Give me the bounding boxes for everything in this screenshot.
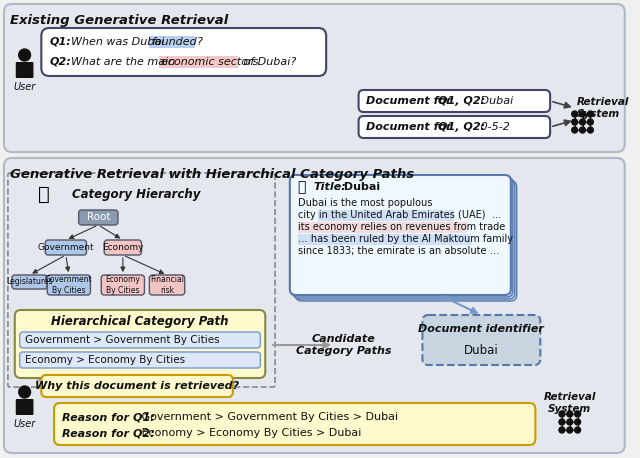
FancyBboxPatch shape [296,181,516,301]
Text: Government > Government By Cities > Dubai: Government > Government By Cities > Duba… [138,412,397,422]
FancyArrowPatch shape [36,312,50,380]
Text: of Dubai?: of Dubai? [240,57,296,67]
FancyBboxPatch shape [422,315,540,365]
FancyBboxPatch shape [20,332,260,348]
Circle shape [19,49,31,61]
Circle shape [572,127,578,133]
FancyBboxPatch shape [4,158,625,453]
Text: Retrieval
System: Retrieval System [577,97,629,119]
Text: Government: Government [38,243,94,252]
FancyBboxPatch shape [45,240,86,255]
Text: User: User [13,419,36,429]
FancyBboxPatch shape [79,210,118,225]
Circle shape [580,111,586,117]
Text: Hierarchical Category Path: Hierarchical Category Path [51,316,228,328]
Text: Government
By Cities: Government By Cities [45,275,93,294]
Text: Q1, Q2:: Q1, Q2: [438,96,485,106]
FancyBboxPatch shape [159,56,238,68]
Text: city in the United Arab Emirates (UAE)  …: city in the United Arab Emirates (UAE) … [298,210,501,220]
FancyBboxPatch shape [20,352,260,368]
Text: User: User [13,82,36,92]
Circle shape [559,419,565,425]
Text: What are the main: What are the main [71,57,179,67]
Text: Government > Government By Cities: Government > Government By Cities [24,335,220,345]
Text: 🌐: 🌐 [38,185,50,204]
Text: Document for: Document for [367,122,456,132]
Text: … has been ruled by the Al Maktoum family: … has been ruled by the Al Maktoum famil… [298,234,513,244]
Text: since 1833; the emirate is an absolute …: since 1833; the emirate is an absolute … [298,246,499,256]
FancyBboxPatch shape [47,275,90,295]
FancyBboxPatch shape [292,177,513,297]
FancyBboxPatch shape [298,234,471,245]
Circle shape [567,419,573,425]
Text: Document identifier: Document identifier [419,324,544,334]
FancyBboxPatch shape [149,36,195,48]
Text: Financial
risk: Financial risk [150,275,184,294]
Text: Q1, Q2:: Q1, Q2: [438,122,485,132]
Text: 0-5-2: 0-5-2 [477,122,510,132]
Circle shape [575,427,580,433]
Circle shape [572,119,578,125]
Text: Dubai: Dubai [464,344,499,358]
Text: Root: Root [86,213,110,223]
Circle shape [559,427,565,433]
FancyBboxPatch shape [358,116,550,138]
FancyBboxPatch shape [54,403,536,445]
Text: Economy > Economy By Cities: Economy > Economy By Cities [24,355,185,365]
Circle shape [588,119,593,125]
Circle shape [580,127,586,133]
FancyBboxPatch shape [294,179,515,299]
FancyBboxPatch shape [15,310,265,378]
FancyBboxPatch shape [318,209,454,220]
Text: 📄: 📄 [298,180,306,194]
Circle shape [580,119,586,125]
Circle shape [588,127,593,133]
Circle shape [559,411,565,417]
FancyBboxPatch shape [101,275,145,295]
Circle shape [575,411,580,417]
Text: economic sectors: economic sectors [161,57,259,67]
Text: Q2:: Q2: [49,57,71,67]
Text: Title:: Title: [314,182,346,192]
FancyBboxPatch shape [290,175,511,295]
Text: Document for: Document for [367,96,456,106]
Text: Dubai: Dubai [477,96,514,106]
Text: Category Hierarchy: Category Hierarchy [72,188,200,201]
Text: Generative Retrieval with Hierarchical Category Paths: Generative Retrieval with Hierarchical C… [10,168,414,181]
Text: Legislatures: Legislatures [6,278,53,287]
Text: its economy relies on revenues from trade: its economy relies on revenues from trad… [298,222,505,232]
Circle shape [575,419,580,425]
Circle shape [19,386,31,398]
FancyBboxPatch shape [16,399,33,415]
Text: Economy: Economy [102,243,143,252]
Circle shape [567,411,573,417]
FancyBboxPatch shape [104,240,141,255]
Text: Economy > Economy By Cities > Dubai: Economy > Economy By Cities > Dubai [138,428,361,438]
Text: Dubai is the most populous: Dubai is the most populous [298,198,432,208]
FancyBboxPatch shape [4,4,625,152]
Text: founded: founded [151,37,197,47]
Text: Economy
By Cities: Economy By Cities [106,275,140,294]
Text: Candidate
Category Paths: Candidate Category Paths [296,334,392,356]
Text: Reason for Q2:: Reason for Q2: [62,428,155,438]
FancyBboxPatch shape [12,275,47,289]
FancyBboxPatch shape [149,275,185,295]
FancyBboxPatch shape [358,90,550,112]
Text: Why this document is retrieved?: Why this document is retrieved? [35,381,239,391]
Text: Q1:: Q1: [49,37,71,47]
Text: Retrieval
System: Retrieval System [543,392,596,414]
FancyBboxPatch shape [42,28,326,76]
Text: When was Dubai: When was Dubai [71,37,168,47]
Text: Dubai: Dubai [340,182,380,192]
Text: Existing Generative Retrieval: Existing Generative Retrieval [10,14,228,27]
Circle shape [588,111,593,117]
Circle shape [572,111,578,117]
FancyBboxPatch shape [42,375,233,397]
Circle shape [567,427,573,433]
Text: ?: ? [196,37,202,47]
Text: Reason for Q1:: Reason for Q1: [62,412,155,422]
FancyBboxPatch shape [298,222,467,233]
FancyBboxPatch shape [16,62,33,78]
